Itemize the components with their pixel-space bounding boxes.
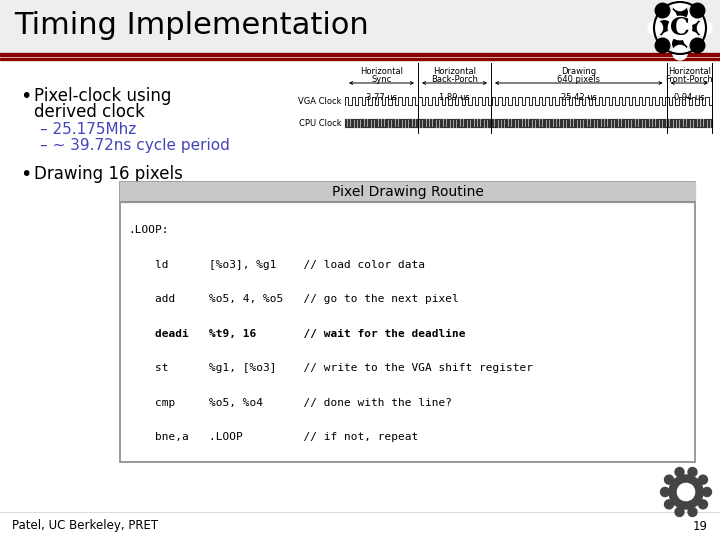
Circle shape [684,10,698,24]
Circle shape [672,45,688,60]
Text: 25.42 us: 25.42 us [561,93,597,102]
Text: Front-Porch: Front-Porch [665,75,714,84]
Circle shape [690,3,705,18]
Text: Patel, UC Berkeley, PRET: Patel, UC Berkeley, PRET [12,519,158,532]
Text: Drawing: Drawing [562,67,596,76]
Text: cmp     %o5, %o4      // done with the line?: cmp %o5, %o4 // done with the line? [128,398,452,408]
Text: .LOOP:: .LOOP: [128,225,168,235]
Text: Drawing 16 pixels: Drawing 16 pixels [34,165,183,183]
Circle shape [672,0,688,11]
Text: Back-Porch: Back-Porch [431,75,478,84]
Text: Pixel Drawing Routine: Pixel Drawing Routine [332,185,483,199]
Circle shape [678,483,695,501]
Circle shape [672,5,688,19]
Circle shape [662,32,676,46]
Text: 1.89 us: 1.89 us [439,93,470,102]
Text: Pixel-clock using: Pixel-clock using [34,87,171,105]
Text: 3.77 us: 3.77 us [366,93,397,102]
Text: st      %g1, [%o3]    // write to the VGA shift register: st %g1, [%o3] // write to the VGA shift … [128,363,533,373]
Text: 640 pixels: 640 pixels [557,75,600,84]
Circle shape [678,483,695,501]
Circle shape [648,21,662,35]
Text: – 25.175Mhz: – 25.175Mhz [40,122,136,137]
Circle shape [665,500,673,509]
Circle shape [698,21,712,35]
Bar [120,182,695,202]
Text: bne,a   .LOOP         // if not, repeat: bne,a .LOOP // if not, repeat [128,433,418,442]
Bar [120,182,695,462]
Circle shape [698,500,708,509]
Text: ld      [%o3], %g1    // load color data: ld [%o3], %g1 // load color data [128,260,425,269]
Text: Timing Implementation: Timing Implementation [14,11,369,40]
Bar [0,0,720,52]
Text: CPU Clock: CPU Clock [300,118,342,127]
Text: Horizontal: Horizontal [360,67,403,76]
Text: •: • [20,87,32,106]
Text: Horizontal: Horizontal [433,67,476,76]
Circle shape [655,38,670,53]
Circle shape [668,16,692,40]
Circle shape [660,488,670,496]
Circle shape [688,468,697,476]
Circle shape [669,475,703,509]
Text: add     %o5, 4, %o5   // go to the next pixel: add %o5, 4, %o5 // go to the next pixel [128,294,459,304]
Circle shape [684,32,698,46]
Text: 0.94 us: 0.94 us [674,93,705,102]
Circle shape [657,21,672,35]
Circle shape [675,468,684,476]
Text: C: C [670,16,690,40]
Circle shape [675,508,684,516]
Text: 19: 19 [693,519,708,532]
Circle shape [665,475,673,484]
Circle shape [703,488,711,496]
Text: Horizontal: Horizontal [668,67,711,76]
Circle shape [698,475,708,484]
Text: •: • [20,165,32,184]
Circle shape [672,36,688,51]
Text: derived clock: derived clock [34,103,145,121]
Bar [0,58,720,60]
Circle shape [688,508,697,516]
Text: VGA Clock: VGA Clock [299,97,342,105]
Circle shape [688,21,703,35]
Circle shape [662,10,676,24]
Circle shape [655,3,670,18]
Bar [0,52,720,56]
Circle shape [690,38,705,53]
Text: deadi   %t9, 16       // wait for the deadline: deadi %t9, 16 // wait for the deadline [128,329,466,339]
Text: Sync: Sync [372,75,392,84]
Text: – ~ 39.72ns cycle period: – ~ 39.72ns cycle period [40,138,230,153]
